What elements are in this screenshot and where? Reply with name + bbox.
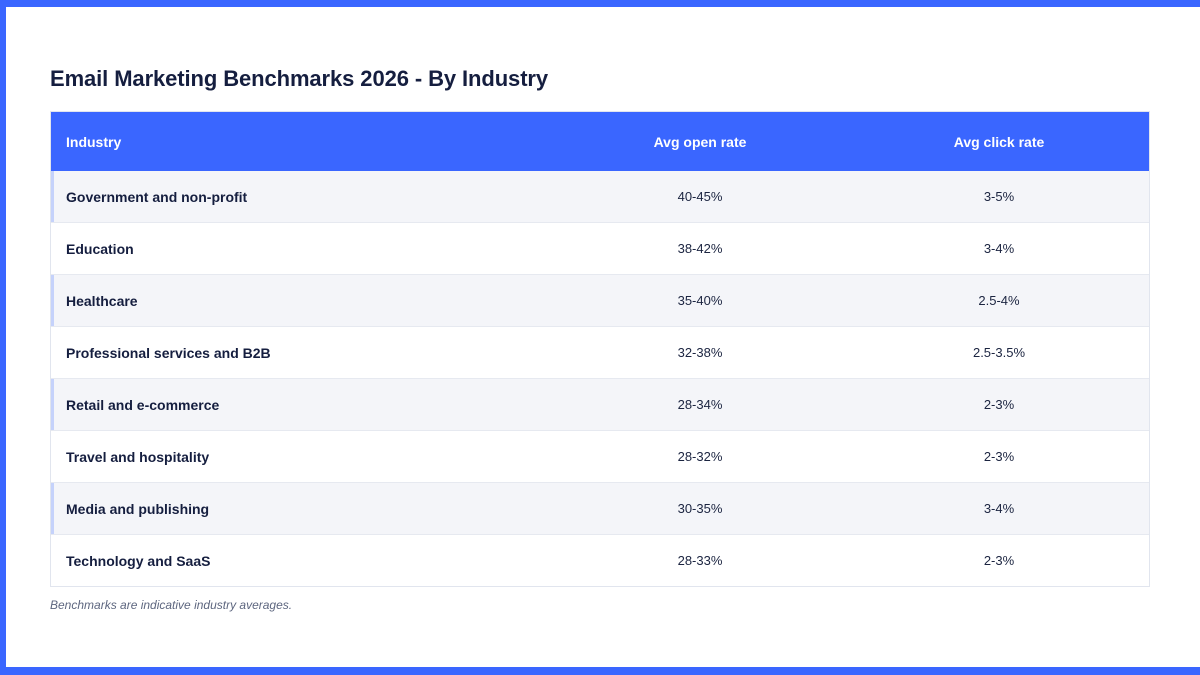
cell-open-rate: 38-42% — [677, 241, 723, 256]
cell-industry: Professional services and B2B — [66, 344, 271, 361]
cell-industry: Media and publishing — [66, 500, 210, 517]
table-row: Technology and SaaS 28-33% 2-3% — [51, 534, 1149, 586]
cell-click-rate: 2-3% — [983, 397, 1015, 412]
cell-open-rate: 28-33% — [677, 553, 723, 568]
table-row: Education 38-42% 3-4% — [51, 222, 1149, 274]
bottom-accent-bar — [0, 667, 1200, 675]
table-row: Healthcare 35-40% 2.5-4% — [51, 274, 1149, 326]
table-row: Government and non-profit 40-45% 3-5% — [51, 171, 1149, 222]
table-body: Government and non-profit 40-45% 3-5% Ed… — [51, 171, 1149, 586]
cell-open-rate: 32-38% — [677, 345, 723, 360]
cell-click-rate: 2-3% — [983, 553, 1015, 568]
table-row: Media and publishing 30-35% 3-4% — [51, 482, 1149, 534]
cell-click-rate: 3-5% — [983, 189, 1015, 204]
cell-industry: Healthcare — [66, 292, 138, 309]
header-click-rate: Avg click rate — [953, 133, 1045, 150]
cell-open-rate: 40-45% — [677, 189, 723, 204]
header-open-rate: Avg open rate — [653, 133, 747, 150]
cell-industry: Government and non-profit — [66, 188, 248, 205]
cell-industry: Technology and SaaS — [66, 552, 211, 569]
footnote: Benchmarks are indicative industry avera… — [50, 598, 293, 612]
cell-open-rate: 30-35% — [677, 501, 723, 516]
cell-industry: Education — [66, 240, 134, 257]
table-row: Professional services and B2B 32-38% 2.5… — [51, 326, 1149, 378]
cell-open-rate: 28-34% — [677, 397, 723, 412]
page-title: Email Marketing Benchmarks 2026 - By Ind… — [50, 66, 549, 91]
top-accent-bar — [0, 0, 1200, 7]
left-accent-bar — [0, 0, 6, 675]
table-row: Retail and e-commerce 28-34% 2-3% — [51, 378, 1149, 430]
cell-open-rate: 28-32% — [677, 449, 723, 464]
header-industry: Industry — [66, 133, 122, 150]
cell-click-rate: 3-4% — [983, 501, 1015, 516]
cell-click-rate: 2-3% — [983, 449, 1015, 464]
cell-industry: Travel and hospitality — [66, 448, 210, 465]
table-row: Travel and hospitality 28-32% 2-3% — [51, 430, 1149, 482]
cell-industry: Retail and e-commerce — [66, 396, 220, 413]
cell-open-rate: 35-40% — [677, 293, 723, 308]
cell-click-rate: 3-4% — [983, 241, 1015, 256]
benchmark-table: Industry Avg open rate Avg click rate Go… — [50, 111, 1150, 587]
table-header: Industry Avg open rate Avg click rate — [51, 112, 1149, 171]
cell-click-rate: 2.5-3.5% — [972, 345, 1026, 360]
cell-click-rate: 2.5-4% — [978, 293, 1020, 308]
